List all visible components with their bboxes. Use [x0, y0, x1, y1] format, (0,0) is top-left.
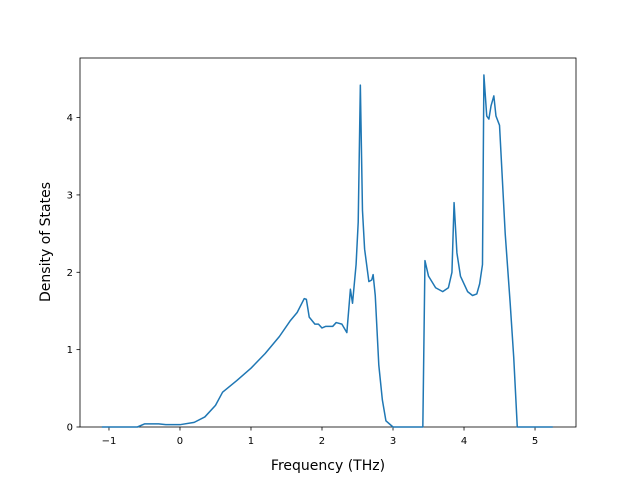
x-tick-label: 3 [390, 436, 396, 447]
x-tick-label: 2 [319, 436, 325, 447]
x-tick-label: −1 [102, 436, 117, 447]
x-tick-label: 4 [461, 436, 467, 447]
y-axis-label: Density of States [38, 182, 54, 302]
x-tick-label: 5 [532, 436, 538, 447]
plot-frame [79, 57, 577, 428]
y-tick-label: 1 [67, 345, 73, 356]
y-tick-label: 4 [67, 113, 73, 124]
y-tick-label: 2 [67, 268, 73, 279]
x-tick-label: 0 [177, 436, 183, 447]
x-axis-label: Frequency (THz) [271, 458, 385, 474]
y-tick-label: 0 [67, 423, 73, 434]
data-line [101, 74, 553, 428]
y-tick-label: 3 [67, 190, 73, 201]
x-tick-label: 1 [248, 436, 254, 447]
